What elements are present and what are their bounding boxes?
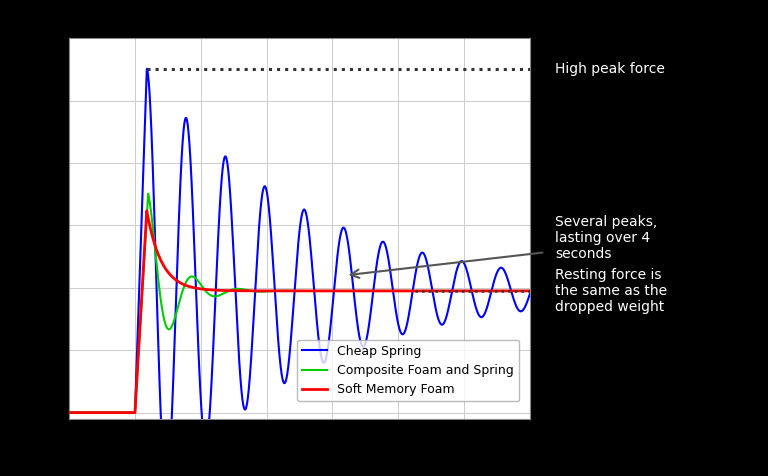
Cheap Spring xyxy=(88,410,97,416)
Cheap Spring xyxy=(406,300,415,306)
Cheap Spring xyxy=(65,410,74,416)
Composite Foam and Spring xyxy=(431,288,440,294)
Text: Resting force is
the same as the
dropped weight: Resting force is the same as the dropped… xyxy=(555,268,667,314)
Composite Foam and Spring xyxy=(406,288,415,294)
Soft Memory Foam xyxy=(142,208,151,214)
Cheap Spring xyxy=(337,227,346,233)
Line: Composite Foam and Spring: Composite Foam and Spring xyxy=(69,194,530,413)
Y-axis label: Force (N): Force (N) xyxy=(4,194,18,263)
Line: Cheap Spring: Cheap Spring xyxy=(69,69,530,476)
X-axis label: Time (s): Time (s) xyxy=(269,448,330,463)
Composite Foam and Spring xyxy=(337,288,346,294)
Composite Foam and Spring xyxy=(144,191,153,197)
Soft Memory Foam xyxy=(525,288,535,294)
Soft Memory Foam xyxy=(88,410,97,416)
Cheap Spring xyxy=(357,343,366,348)
Soft Memory Foam xyxy=(357,288,366,294)
Composite Foam and Spring xyxy=(357,288,366,294)
Soft Memory Foam xyxy=(231,288,240,294)
Composite Foam and Spring xyxy=(525,288,535,294)
Composite Foam and Spring xyxy=(65,410,74,416)
Soft Memory Foam xyxy=(406,288,415,294)
Text: High peak force: High peak force xyxy=(555,62,665,76)
Cheap Spring xyxy=(525,291,535,297)
Line: Soft Memory Foam: Soft Memory Foam xyxy=(69,211,530,413)
Soft Memory Foam xyxy=(431,288,440,294)
Cheap Spring xyxy=(231,301,240,307)
Soft Memory Foam xyxy=(337,288,346,294)
Composite Foam and Spring xyxy=(88,410,97,416)
Composite Foam and Spring xyxy=(231,286,240,292)
Soft Memory Foam xyxy=(65,410,74,416)
Text: Several peaks,
lasting over 4
seconds: Several peaks, lasting over 4 seconds xyxy=(555,215,657,261)
Cheap Spring xyxy=(142,66,151,71)
Legend: Cheap Spring, Composite Foam and Spring, Soft Memory Foam: Cheap Spring, Composite Foam and Spring,… xyxy=(297,340,519,401)
Title: Drop Event Force: Drop Event Force xyxy=(212,16,387,34)
Cheap Spring xyxy=(431,305,440,310)
